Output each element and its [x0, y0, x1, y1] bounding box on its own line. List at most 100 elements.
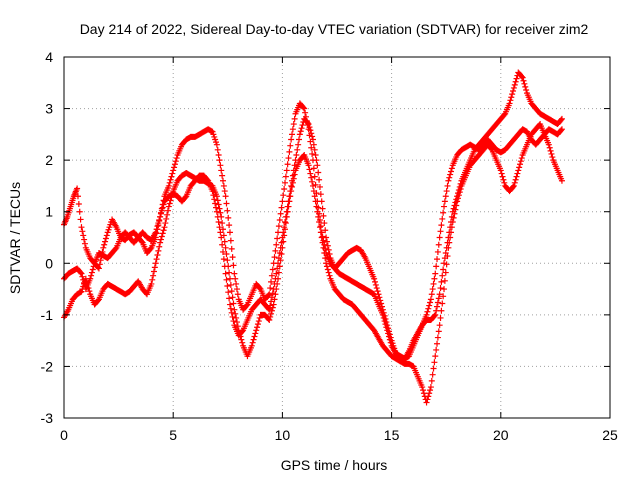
data-point-marker: [423, 399, 430, 406]
data-point-marker: [214, 213, 221, 220]
data-point-marker: [224, 207, 231, 214]
data-point-marker: [204, 176, 211, 183]
data-point-marker: [520, 77, 527, 84]
data-point-marker: [430, 365, 437, 372]
data-point-marker: [380, 314, 387, 321]
data-point-marker: [80, 232, 87, 239]
data-point-marker: [275, 229, 282, 236]
data-point-marker: [254, 321, 261, 328]
data-point-marker: [374, 288, 381, 295]
data-point-marker: [296, 131, 303, 138]
data-point-marker: [376, 294, 383, 301]
data-point-marker: [226, 269, 233, 276]
data-point-marker: [102, 238, 109, 245]
data-point-marker: [438, 278, 445, 285]
y-tick-label: -1: [41, 307, 54, 323]
data-point-marker: [436, 234, 443, 241]
data-point-marker: [513, 75, 520, 82]
data-point-marker: [312, 181, 319, 188]
data-point-marker: [285, 198, 292, 205]
data-point-marker: [226, 295, 233, 302]
data-point-marker: [456, 183, 463, 190]
data-point-marker: [182, 194, 189, 201]
data-point-marker: [311, 173, 318, 180]
data-point-marker: [326, 272, 333, 279]
data-point-marker: [226, 229, 233, 236]
data-point-marker: [515, 167, 522, 174]
data-point-marker: [323, 238, 330, 245]
data-point-marker: [384, 327, 391, 334]
data-point-marker: [74, 193, 81, 200]
data-point-marker: [79, 228, 86, 235]
data-point-marker: [302, 109, 309, 116]
data-point-marker: [316, 183, 323, 190]
data-point-marker: [441, 198, 448, 205]
data-point-marker: [285, 155, 292, 162]
data-point-marker: [435, 328, 442, 335]
data-point-marker: [288, 182, 295, 189]
data-point-marker: [442, 249, 449, 256]
data-point-marker: [219, 177, 226, 184]
plot-frame: [63, 56, 611, 419]
data-point-marker: [155, 220, 162, 227]
data-point-marker: [385, 333, 392, 340]
data-point-marker: [78, 224, 85, 231]
data-point-marker: [159, 204, 166, 211]
data-point-marker: [315, 169, 322, 176]
x-tick-label: 15: [384, 427, 400, 443]
data-point-marker: [312, 151, 319, 158]
data-point-marker: [385, 330, 392, 337]
data-point-marker: [271, 280, 278, 287]
data-point-marker: [278, 204, 285, 211]
data-point-marker: [372, 281, 379, 288]
data-point-marker: [507, 97, 514, 104]
data-point-marker: [213, 141, 220, 148]
data-point-marker: [316, 224, 323, 231]
data-point-marker: [153, 226, 160, 233]
data-point-marker: [89, 266, 96, 273]
data-point-marker: [488, 145, 495, 152]
data-point-marker: [217, 162, 224, 169]
data-point-marker: [223, 251, 230, 258]
data-point-marker: [168, 173, 175, 180]
data-point-marker: [276, 249, 283, 256]
data-point-marker: [428, 377, 435, 384]
data-point-marker: [243, 302, 250, 309]
data-point-marker: [286, 193, 293, 200]
data-point-marker: [442, 193, 449, 200]
data-point-marker: [221, 188, 228, 195]
data-point-marker: [282, 219, 289, 226]
data-point-marker: [153, 256, 160, 263]
x-tick-label: 0: [60, 427, 68, 443]
data-point-marker: [280, 229, 287, 236]
data-point-marker: [448, 168, 455, 175]
data-point-marker: [315, 213, 322, 220]
data-point-marker: [295, 136, 302, 143]
data-point-marker: [320, 212, 327, 219]
data-point-marker: [309, 182, 316, 189]
data-point-marker: [443, 261, 450, 268]
data-point-marker: [218, 167, 225, 174]
data-point-marker: [311, 193, 318, 200]
data-point-marker: [433, 346, 440, 353]
data-point-marker: [297, 128, 304, 135]
data-point-marker: [431, 359, 438, 366]
data-point-marker: [435, 295, 442, 302]
data-point-marker: [171, 164, 178, 171]
data-point-marker: [277, 244, 284, 251]
data-point-marker: [268, 310, 275, 317]
axis-ticks: 0 5 10 15 20 25 -3 -2 -1 0 1 2 3 4: [41, 49, 618, 443]
data-point-marker: [517, 158, 524, 165]
data-point-marker: [548, 150, 555, 157]
data-point-marker: [310, 188, 317, 195]
data-point-marker: [223, 276, 230, 283]
data-point-marker: [434, 334, 441, 341]
y-tick-label: 4: [45, 49, 53, 65]
data-point-marker: [170, 167, 177, 174]
data-point-marker: [427, 387, 434, 394]
x-tick-label: 5: [169, 427, 177, 443]
data-point-marker: [266, 317, 273, 324]
data-point-marker: [295, 141, 302, 148]
data-point-marker: [278, 239, 285, 246]
data-point-marker: [434, 303, 441, 310]
